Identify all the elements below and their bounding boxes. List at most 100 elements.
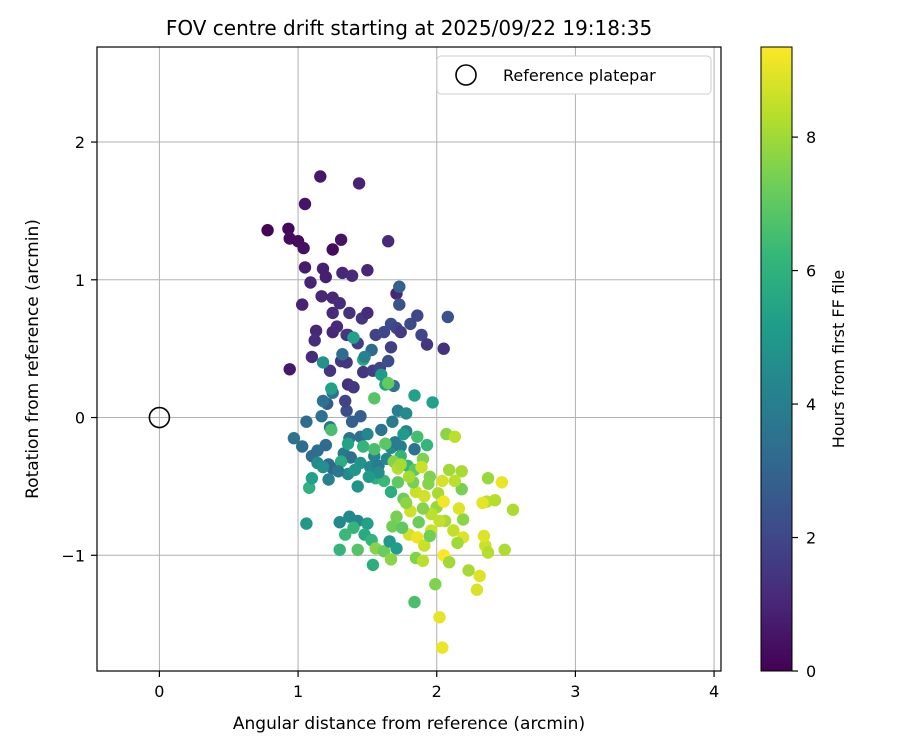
data-point [296,298,309,311]
data-point [357,365,370,379]
data-point [325,423,338,437]
data-point [382,376,395,390]
data-point [361,264,374,277]
y-tick-label: 1 [75,271,85,290]
data-point [362,470,375,483]
data-point [341,437,355,450]
data-point [382,235,395,248]
data-point [347,331,360,344]
data-point [336,266,349,280]
y-tick-label: 2 [75,133,85,152]
data-point [340,404,353,417]
data-point [347,381,360,394]
data-point [368,392,381,405]
data-point [506,503,520,516]
data-point [473,569,486,583]
data-point [477,529,491,543]
data-point [315,290,328,303]
data-point [316,394,330,408]
data-point [411,531,424,544]
data-point [326,306,339,320]
data-point [456,513,470,526]
data-point [377,325,391,339]
data-point [393,280,406,293]
data-point [308,334,321,347]
x-tick-label: 3 [570,682,580,701]
data-point [400,496,413,510]
data-point [436,474,449,488]
data-point [326,243,339,256]
data-point [481,472,495,485]
y-tick-label: −1 [61,546,85,565]
data-point [352,177,366,190]
data-point [334,455,348,468]
data-point [297,241,310,255]
data-point [379,437,392,450]
data-point [298,261,312,274]
data-point [305,472,319,485]
data-point [287,432,301,445]
data-point [384,485,398,499]
data-point [433,514,446,528]
colorbar-ticks: 0 2 4 6 8 [792,128,816,681]
data-point [415,460,428,474]
data-point [382,354,395,368]
data-point [375,423,388,437]
data-point [397,427,410,441]
data-point [377,545,391,558]
data-point [332,465,345,478]
data-point [357,440,370,453]
data-point [390,510,403,523]
x-tick-label: 0 [154,682,164,701]
data-point [411,430,424,443]
data-point [451,536,464,550]
data-point [319,270,332,284]
chart-title: FOV centre drift starting at 2025/09/22 … [166,16,652,40]
data-point [368,443,381,456]
data-point [437,495,450,508]
colorbar: 0 2 4 6 8 Hours from first FF file [760,46,848,681]
data-point [336,348,349,361]
data-point [339,528,352,541]
data-point [316,356,330,369]
data-point [394,440,407,453]
data-point [420,338,434,351]
data-point [393,298,406,311]
colorbar-tick-label: 8 [806,128,816,147]
legend: Reference platepar [436,55,712,95]
legend-reference-label: Reference platepar [503,66,656,85]
data-point [416,502,430,515]
data-point [343,306,356,320]
data-point [400,407,413,420]
x-axis-label: Angular distance from reference (arcmin) [233,714,585,734]
x-tick-label: 4 [709,682,719,701]
data-point [462,564,475,577]
data-point [345,415,359,428]
data-point [408,443,421,456]
data-point [422,477,435,490]
data-point [420,438,434,452]
data-point [283,363,296,376]
data-point [455,465,468,478]
data-point [488,494,502,507]
data-point [345,269,359,282]
data-point [391,476,405,489]
legend-reference-marker [455,64,477,86]
data-point [395,521,409,534]
data-point [348,463,362,477]
data-point [437,342,450,355]
data-point [394,458,407,471]
data-point [333,297,346,310]
data-point [386,415,399,428]
data-point [412,516,425,529]
data-point [433,611,446,624]
data-point [361,306,374,320]
data-point [330,320,344,333]
data-point [386,520,399,533]
data-point [441,310,454,324]
x-tick-label: 2 [432,682,442,701]
data-point [423,529,436,543]
data-point [426,396,439,409]
data-point [481,546,495,559]
data-point [358,350,371,364]
